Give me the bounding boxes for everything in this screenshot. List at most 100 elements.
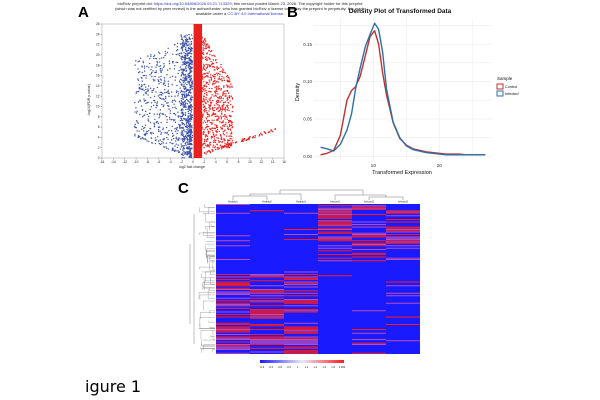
volcano-point-up (202, 133, 204, 136)
volcano-point-down (183, 117, 185, 120)
heatmap-cell (352, 244, 386, 245)
volcano-point-down (189, 52, 192, 54)
volcano-point-up (200, 39, 203, 41)
heatmap-cell (386, 285, 420, 287)
volcano-point-down (180, 112, 183, 114)
volcano-point-down (172, 118, 174, 121)
heatmap-cell (386, 212, 420, 214)
volcano-point-up (207, 75, 209, 77)
heatmap-cell (318, 209, 352, 210)
heatmap-cell (386, 241, 420, 243)
volcano-point-down (190, 43, 192, 46)
volcano-point-down (156, 61, 158, 63)
volcano-point-down (168, 92, 170, 95)
volcano-point-up (199, 114, 201, 117)
volcano-point-down (173, 120, 175, 122)
volcano-point-down (179, 81, 181, 83)
volcano-point-down (159, 69, 161, 71)
volcano-point-down (148, 66, 150, 69)
volcano-point-up (205, 82, 208, 85)
volcano-point-up (205, 63, 207, 66)
volcano-point-down (181, 49, 184, 52)
volcano-point-down (154, 142, 157, 145)
volcano-point-down (190, 95, 192, 97)
volcano-point-down (137, 101, 140, 103)
volcano-point-down (164, 84, 166, 87)
volcano-point-down (185, 90, 187, 93)
volcano-point-up (215, 81, 217, 83)
volcano-point-down (185, 46, 187, 49)
volcano-point-down (164, 91, 166, 94)
volcano-point-up (213, 77, 216, 80)
volcano-point-up (226, 141, 229, 143)
volcano-point-down (191, 147, 193, 149)
volcano-point-up (217, 137, 220, 139)
volcano-point-down (153, 55, 155, 58)
volcano-point-down (164, 81, 166, 83)
volcano-point-down (188, 94, 190, 97)
volcano-point-down (188, 75, 190, 77)
volcano-point-down (186, 141, 189, 143)
heatmap-column-label: Healthy2 (262, 201, 272, 204)
volcano-point-down (184, 66, 187, 68)
volcano-point-up (205, 135, 208, 137)
volcano-point-down (189, 87, 191, 89)
scale-tick-label: 2.000 (339, 365, 346, 369)
volcano-point-up (210, 101, 213, 104)
heatmap-cell (386, 247, 420, 249)
volcano-point-up (198, 139, 200, 141)
heatmap-cell (352, 205, 386, 207)
volcano-point-up (204, 134, 206, 136)
volcano-point-up (215, 134, 217, 136)
heatmap-cell (352, 207, 386, 209)
volcano-point-up (203, 111, 206, 113)
heatmap-cell (386, 240, 420, 242)
volcano-point-down (163, 146, 165, 148)
volcano-point-up (198, 121, 201, 123)
volcano-point-up (203, 140, 206, 143)
volcano-point-up (214, 107, 216, 109)
volcano-point-up (274, 127, 277, 130)
volcano-point-up (222, 130, 224, 133)
heatmap-cell (318, 275, 352, 277)
volcano-point-down (149, 96, 152, 99)
heatmap-cell (216, 276, 250, 278)
heatmap-cell (250, 274, 284, 275)
volcano-point-down (179, 102, 181, 104)
volcano-point-down (153, 87, 155, 90)
volcano-point-down (180, 98, 183, 100)
heatmap-cell (386, 236, 420, 238)
volcano-point-up (227, 96, 229, 99)
volcano-plot-area (101, 23, 285, 159)
volcano-point-down (149, 108, 151, 111)
volcano-point-down (139, 57, 142, 59)
volcano-point-down (147, 119, 150, 122)
volcano-point-down (191, 109, 193, 111)
volcano-point-down (181, 139, 184, 141)
heatmap-cell (250, 324, 284, 325)
license-link[interactable]: CC-BY 4.0 International license (227, 11, 284, 16)
volcano-point-down (154, 71, 156, 74)
volcano-point-up (216, 68, 219, 71)
volcano-point-down (137, 71, 140, 74)
volcano-point-down (174, 121, 177, 124)
volcano-plot: -16 -14 -12 -10 -8 -6 -4 -2 0 2 4 6 8 10 12 14 16 024681… (87, 22, 286, 169)
volcano-point-down (188, 43, 190, 45)
volcano-point-up (200, 43, 202, 45)
volcano-point-down (163, 104, 165, 106)
volcano-point-up (207, 56, 209, 59)
volcano-point-down (176, 146, 179, 149)
volcano-point-down (161, 94, 163, 96)
volcano-point-down (191, 80, 193, 82)
volcano-point-up (214, 86, 216, 89)
doi-link[interactable]: https://doi.org/10.64898/2026.03.21.7133… (153, 1, 232, 6)
volcano-point-down (164, 50, 166, 53)
volcano-point-down (177, 93, 180, 95)
volcano-point-up (223, 114, 226, 116)
volcano-point-down (186, 75, 188, 78)
volcano-point-up (200, 112, 202, 114)
volcano-point-down (175, 143, 177, 145)
volcano-point-up (214, 75, 216, 78)
volcano-point-up (224, 142, 226, 144)
